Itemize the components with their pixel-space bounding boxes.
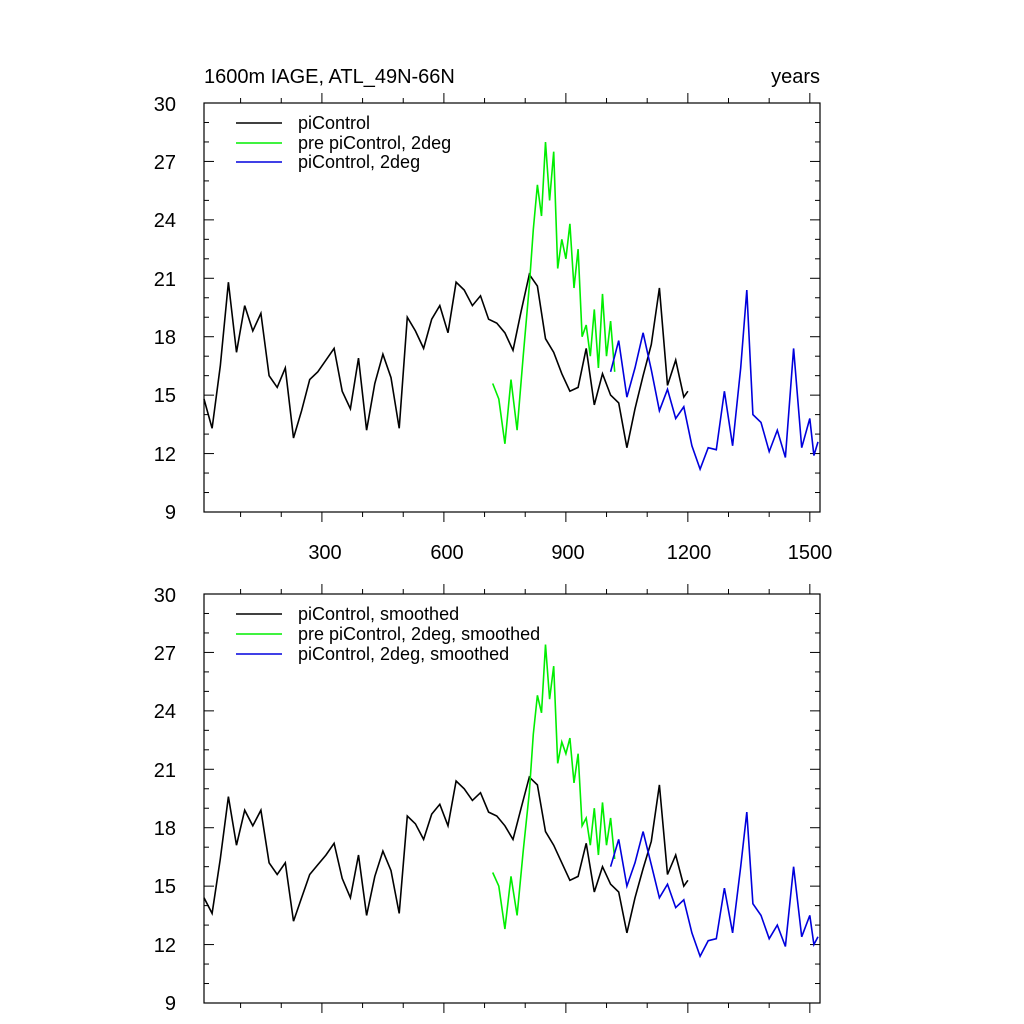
x-tick-label: 1500 bbox=[788, 542, 833, 564]
x-tick-label: 600 bbox=[430, 542, 463, 564]
x-tick-label: 900 bbox=[551, 542, 584, 564]
y-tick-label: 27 bbox=[154, 152, 176, 174]
y-tick-label: 15 bbox=[154, 876, 176, 898]
y-tick-label: 24 bbox=[154, 210, 176, 232]
y-tick-label: 30 bbox=[154, 585, 176, 607]
y-tick-label: 18 bbox=[154, 818, 176, 840]
y-tick-label: 12 bbox=[154, 444, 176, 466]
panel-top-x-tick-labels: 300 600 900 1200 1500 bbox=[308, 542, 832, 564]
y-tick-label: 12 bbox=[154, 935, 176, 957]
y-tick-label: 18 bbox=[154, 327, 176, 349]
series-line-picontrol-2deg bbox=[609, 289, 819, 472]
panel-top-legend: piControl pre piControl, 2deg piControl,… bbox=[236, 113, 451, 172]
series-line-picontrol-smoothed bbox=[203, 775, 689, 934]
panel-top-y-tick-labels: 9 12 15 18 21 24 27 30 bbox=[154, 94, 176, 524]
legend-label-pre-picontrol-2deg-smoothed: pre piControl, 2deg, smoothed bbox=[298, 624, 540, 644]
panel-bottom-series bbox=[203, 644, 819, 959]
panel-top-series bbox=[203, 141, 819, 472]
x-tick-label: 300 bbox=[308, 542, 341, 564]
panel-top-ticks bbox=[204, 93, 820, 522]
panel-bottom-legend: piControl, smoothed pre piControl, 2deg,… bbox=[236, 604, 540, 664]
series-line-pre-picontrol-2deg-smoothed bbox=[491, 644, 616, 930]
panel-bottom: 9 12 15 18 21 24 27 30 piControl, smooth… bbox=[154, 584, 821, 1015]
panel-top-title-left: 1600m IAGE, ATL_49N-66N bbox=[204, 66, 455, 88]
panel-top-title-right: years bbox=[771, 66, 820, 88]
y-tick-label: 27 bbox=[154, 643, 176, 665]
panel-bottom-y-tick-labels: 9 12 15 18 21 24 27 30 bbox=[154, 585, 176, 1015]
x-tick-label: 1200 bbox=[667, 542, 712, 564]
panel-top: 1600m IAGE, ATL_49N-66N years 9 12 15 18… bbox=[154, 66, 833, 564]
series-line-picontrol bbox=[203, 272, 689, 448]
y-tick-label: 24 bbox=[154, 701, 176, 723]
panel-bottom-ticks bbox=[204, 584, 820, 1013]
legend-label-picontrol-2deg-smoothed: piControl, 2deg, smoothed bbox=[298, 644, 509, 664]
y-tick-label: 21 bbox=[154, 269, 176, 291]
y-tick-label: 15 bbox=[154, 385, 176, 407]
legend-label-pre-picontrol-2deg: pre piControl, 2deg bbox=[298, 133, 451, 153]
y-tick-label: 9 bbox=[165, 502, 176, 524]
series-line-picontrol-2deg-smoothed bbox=[609, 812, 819, 959]
panel-bottom-frame bbox=[203, 593, 821, 1004]
panel-top-frame bbox=[203, 102, 821, 513]
legend-label-picontrol-smoothed: piControl, smoothed bbox=[298, 604, 459, 624]
legend-label-picontrol: piControl bbox=[298, 113, 370, 133]
series-line-pre-picontrol-2deg bbox=[491, 141, 616, 444]
y-tick-label: 21 bbox=[154, 760, 176, 782]
legend-label-picontrol-2deg: piControl, 2deg bbox=[298, 152, 420, 172]
y-tick-label: 9 bbox=[165, 993, 176, 1015]
y-tick-label: 30 bbox=[154, 94, 176, 116]
